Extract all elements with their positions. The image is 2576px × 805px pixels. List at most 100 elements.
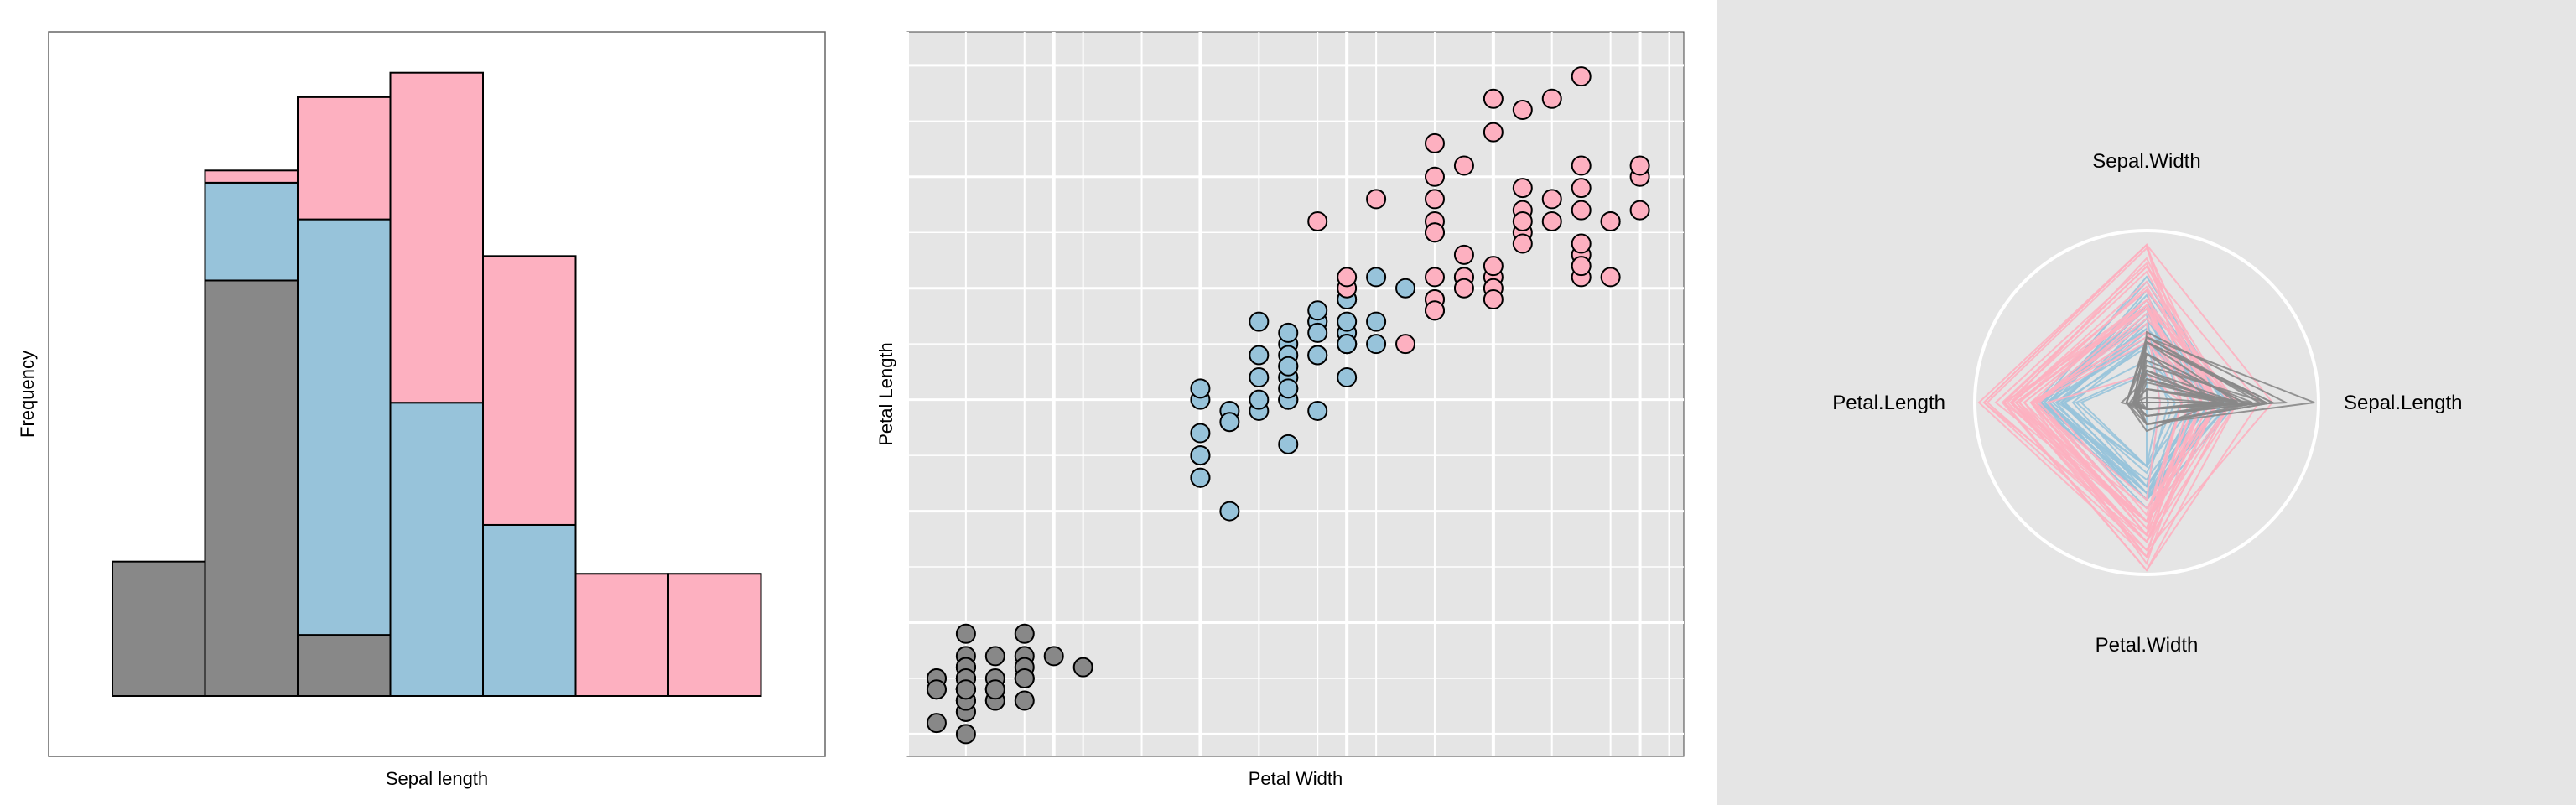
radar-line-virginica-27	[2034, 317, 2219, 523]
scatter-point-setosa-13	[926, 713, 947, 734]
scatter-point-versicolor-31	[1190, 423, 1211, 444]
scatter-point-virginica-22	[1483, 88, 1504, 109]
scatter-x-axis-title: Petal Width	[1249, 768, 1343, 789]
scatter-point-virginica-9	[1629, 155, 1650, 176]
scatter-point-virginica-45	[1571, 256, 1592, 277]
scatter-point-virginica-28	[1512, 210, 1533, 231]
scatter-point-virginica-6	[1395, 334, 1416, 355]
histogram-bars	[112, 71, 762, 698]
radar-line-setosa-24	[2119, 377, 2238, 411]
histogram-bar-virginica-bin-3	[389, 71, 484, 404]
histogram-bar-setosa-bin-0	[112, 560, 206, 697]
scatter-point-virginica-4	[1541, 189, 1562, 210]
scatter-point-setosa-16	[1014, 690, 1035, 711]
scatter-point-versicolor-30	[1219, 412, 1240, 433]
radar-axis-label-petal-length: Petal.Length	[1832, 392, 1945, 414]
scatter-point-versicolor-41	[1307, 322, 1328, 343]
histogram-bar-versicolor-bin-4	[482, 523, 577, 697]
radar-line-virginica-20	[2011, 280, 2232, 558]
scatter-y-axis-title: Petal Length	[875, 342, 896, 446]
scatter-point-versicolor-29	[1190, 445, 1211, 466]
scatter-point-versicolor-8	[1278, 322, 1299, 343]
radar-series-lines	[1977, 243, 2315, 572]
scatter-point-setosa-49	[955, 679, 976, 700]
histogram-bar-virginica-bin-2	[297, 96, 392, 221]
scatter-point-virginica-2	[1512, 178, 1533, 199]
scatter-point-versicolor-42	[1249, 389, 1270, 410]
scatter-point-virginica-7	[1424, 132, 1445, 153]
scatter-point-versicolor-33	[1366, 267, 1387, 288]
scatter-point-virginica-11	[1453, 244, 1474, 265]
histogram-y-axis-title: Frequency	[17, 351, 38, 438]
scatter-point-virginica-30	[1453, 155, 1474, 176]
scatter-point-virginica-21	[1483, 289, 1504, 310]
histogram-bar-virginica-bin-1	[204, 169, 299, 184]
scatter-point-virginica-46	[1453, 278, 1474, 299]
histogram-bar-setosa-bin-2	[297, 634, 392, 698]
scatter-point-versicolor-40	[1249, 345, 1270, 366]
scatter-point-virginica-37	[1424, 222, 1445, 243]
histogram-bar-virginica-bin-6	[667, 573, 762, 698]
histogram-bar-virginica-bin-4	[482, 255, 577, 526]
scatter-point-setosa-31	[1014, 667, 1035, 688]
scatter-point-virginica-20	[1571, 200, 1592, 221]
scatter-point-versicolor-9	[1307, 400, 1328, 421]
scatter-point-setosa-22	[955, 724, 976, 745]
scatter-point-setosa-24	[955, 623, 976, 644]
scatter-point-virginica-17	[1541, 88, 1562, 109]
scatter-point-versicolor-27	[1395, 278, 1416, 299]
scatter-point-virginica-44	[1629, 200, 1650, 221]
scatter-point-versicolor-11	[1337, 367, 1358, 388]
radar-axis-label-petal-width: Petal.Width	[2096, 634, 2199, 657]
scatter-point-virginica-49	[1424, 267, 1445, 288]
scatter-point-versicolor-43	[1190, 467, 1211, 488]
scatter-point-virginica-25	[1424, 166, 1445, 187]
scatter-point-setosa-23	[1043, 646, 1064, 667]
scatter-panel: Petal Width Petal Length	[875, 31, 1685, 789]
radar-line-setosa-23	[2125, 352, 2220, 433]
scatter-point-virginica-18	[1571, 66, 1592, 87]
scatter-point-setosa-44	[1014, 623, 1035, 644]
radar-axis-label-sepal-length: Sepal.Length	[2344, 392, 2462, 414]
scatter-point-virginica-48	[1571, 233, 1592, 254]
radar-line-setosa-19	[2132, 364, 2267, 418]
scatter-point-versicolor-35	[1366, 334, 1387, 355]
scatter-point-virginica-14	[1600, 267, 1621, 288]
scatter-point-versicolor-17	[1190, 378, 1211, 399]
histogram-x-axis-title: Sepal length	[386, 768, 488, 789]
radar-panel: Sepal.Width Sepal.Length Petal.Width Pet…	[1717, 0, 2576, 805]
scatter-point-versicolor-34	[1337, 334, 1358, 355]
scatter-point-virginica-33	[1337, 267, 1358, 288]
scatter-point-versicolor-26	[1307, 300, 1328, 321]
radar-outer-circle	[1973, 229, 2320, 576]
scatter-point-virginica-29	[1366, 189, 1387, 210]
scatter-point-versicolor-25	[1307, 345, 1328, 366]
scatter-point-versicolor-45	[1249, 367, 1270, 388]
scatter-point-versicolor-14	[1278, 434, 1299, 454]
scatter-point-versicolor-47	[1278, 356, 1299, 377]
radar-line-setosa-21	[2132, 335, 2262, 426]
histogram-bar-setosa-bin-1	[204, 279, 299, 697]
histogram-bar-versicolor-bin-3	[389, 402, 484, 697]
scatter-point-virginica-43	[1571, 178, 1592, 199]
scatter-point-virginica-40	[1600, 210, 1621, 231]
scatter-point-setosa-37	[926, 679, 947, 700]
scatter-points	[926, 66, 1650, 745]
scatter-point-setosa-43	[1072, 657, 1093, 678]
scatter-point-virginica-32	[1541, 210, 1562, 231]
scatter-point-virginica-31	[1483, 122, 1504, 143]
scatter-point-versicolor-23	[1249, 311, 1270, 332]
histogram-bar-versicolor-bin-1	[204, 181, 299, 282]
scatter-point-virginica-8	[1424, 189, 1445, 210]
scatter-point-virginica-47	[1483, 256, 1504, 277]
scatter-point-virginica-5	[1512, 100, 1533, 121]
scatter-point-setosa-18	[984, 646, 1005, 667]
scatter-point-versicolor-36	[1337, 311, 1358, 332]
histogram-bar-virginica-bin-5	[574, 573, 669, 698]
scatter-point-virginica-39	[1512, 233, 1533, 254]
scatter-point-virginica-38	[1424, 300, 1445, 321]
radar-line-virginica-28	[2014, 304, 2204, 543]
radar-axis-label-sepal-width: Sepal.Width	[2092, 150, 2200, 173]
scatter-point-virginica-34	[1307, 210, 1328, 231]
